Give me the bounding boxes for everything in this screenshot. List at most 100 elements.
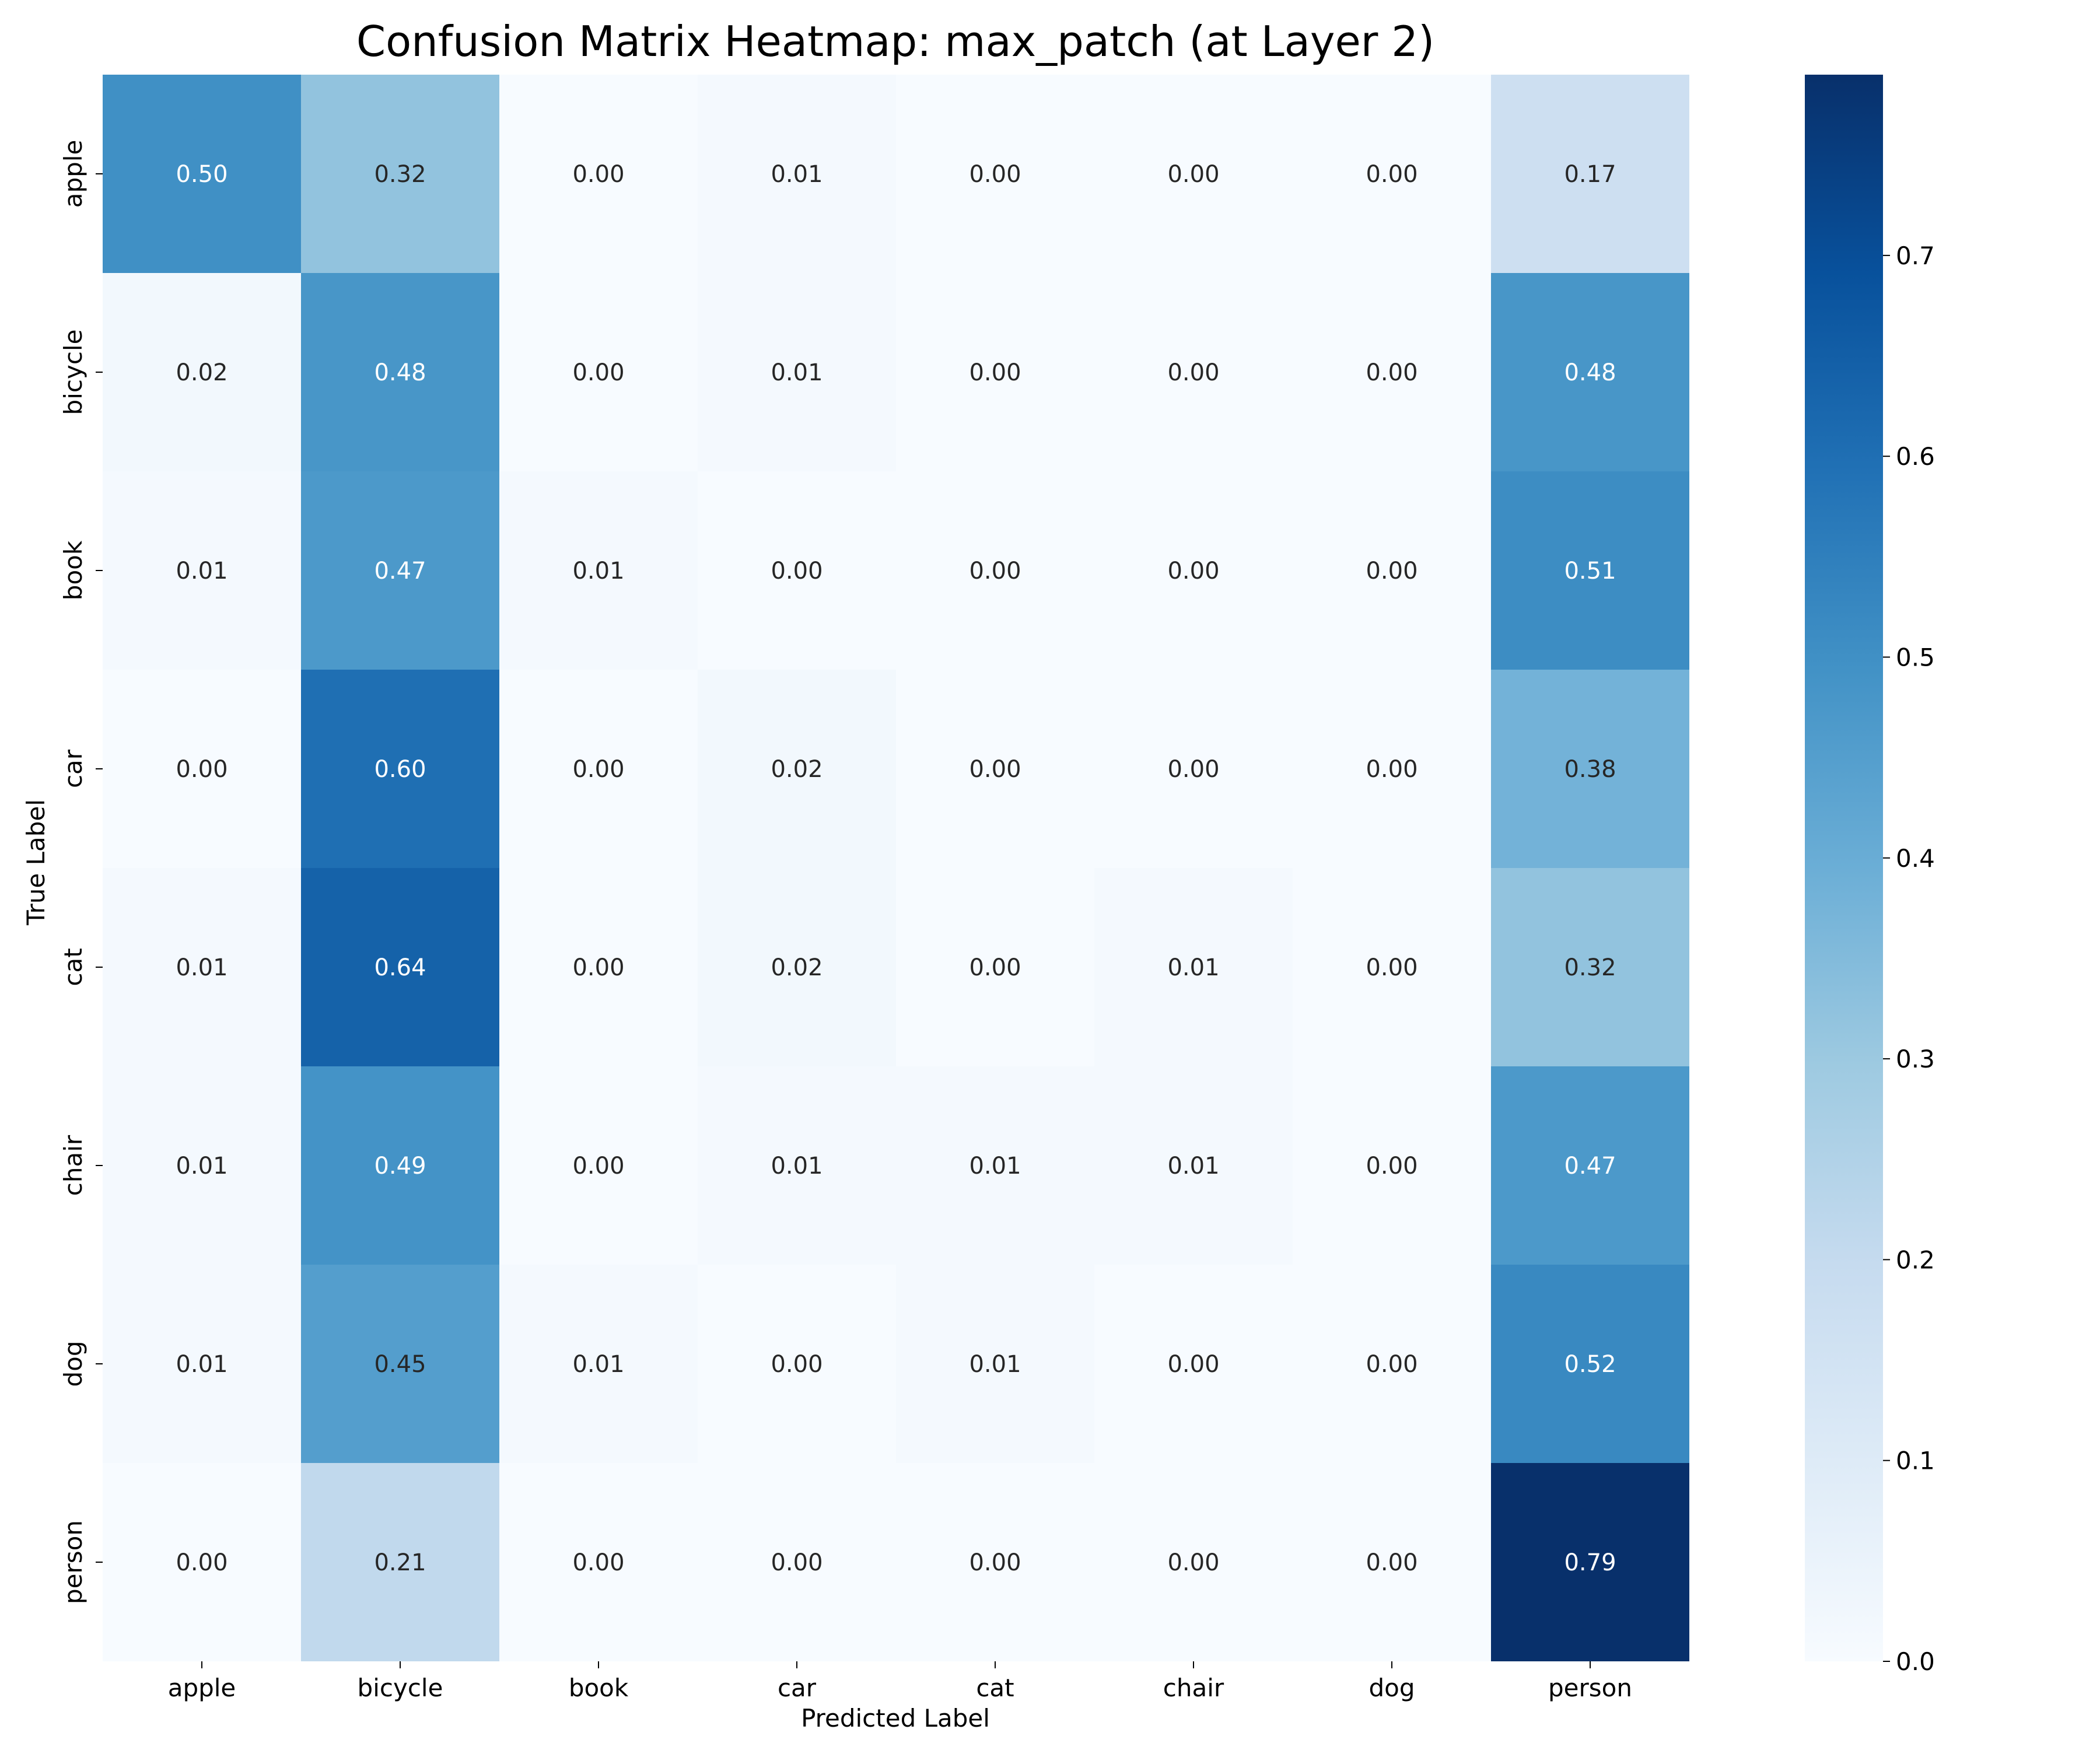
cell-value-label: 0.01: [771, 359, 822, 386]
heatmap-cell: [103, 1066, 301, 1265]
heatmap-cell: [1094, 273, 1293, 471]
colorbar-tick-label: 0.2: [1896, 1245, 1935, 1274]
cell-value-label: 0.00: [1167, 161, 1219, 188]
cell-value-label: 0.38: [1564, 756, 1616, 783]
heatmap-cell: [499, 273, 698, 471]
colorbar-tick-label: 0.7: [1896, 242, 1935, 270]
heatmap-cell: [499, 868, 698, 1066]
heatmap-cell: [301, 1265, 499, 1463]
heatmap-cell: [1491, 868, 1689, 1066]
cell-value-label: 0.01: [771, 161, 822, 188]
y-tick-label: cat: [59, 948, 88, 986]
cell-value-label: 0.00: [1366, 1549, 1418, 1576]
cell-value-label: 0.01: [176, 1351, 228, 1378]
y-axis-ticks: apple bicycle book car cat chair dog person: [59, 140, 103, 1604]
cell-value-label: 0.01: [771, 1153, 822, 1180]
heatmap-cell: [896, 1265, 1094, 1463]
heatmap-cell: [1491, 273, 1689, 471]
heatmap-cell: [103, 471, 301, 670]
colorbar-tick-label: 0.5: [1896, 643, 1935, 671]
cell-value-label: 0.51: [1564, 558, 1616, 584]
heatmap-cell: [698, 1265, 896, 1463]
cell-value-label: 0.00: [1167, 756, 1219, 783]
colorbar-tick-label: 0.3: [1896, 1045, 1935, 1073]
heatmap-cell: [499, 75, 698, 273]
heatmap-cell: [1094, 75, 1293, 273]
cell-value-label: 0.01: [969, 1153, 1021, 1180]
cell-value-label: 0.01: [1167, 954, 1219, 981]
cell-value-label: 0.48: [1564, 359, 1616, 386]
cell-value-label: 0.00: [1366, 1153, 1418, 1180]
heatmap-cell: [499, 1066, 698, 1265]
cell-value-label: 0.00: [572, 161, 624, 188]
heatmap-cell: [499, 1265, 698, 1463]
x-axis-label: Predicted Label: [801, 1704, 990, 1732]
heatmap-cell: [103, 868, 301, 1066]
cell-value-label: 0.00: [969, 1549, 1021, 1576]
colorbar: 0.0 0.1 0.2 0.3 0.4 0.5 0.6 0.7: [1805, 75, 1935, 1676]
cell-value-label: 0.47: [374, 558, 426, 584]
heatmap-cell: [1293, 670, 1491, 868]
cell-value-label: 0.48: [374, 359, 426, 386]
heatmap-cell: [1491, 1265, 1689, 1463]
cell-value-label: 0.00: [1366, 161, 1418, 188]
cell-value-label: 0.00: [572, 359, 624, 386]
y-tick-label: chair: [59, 1135, 88, 1196]
heatmap-cell: [698, 1066, 896, 1265]
y-tick-label: car: [59, 749, 88, 788]
cell-value-label: 0.00: [1167, 359, 1219, 386]
y-tick-label: dog: [59, 1340, 88, 1387]
heatmap-cell: [1094, 1066, 1293, 1265]
heatmap-cell: [896, 471, 1094, 670]
cell-value-label: 0.01: [969, 1351, 1021, 1378]
x-tick-label: car: [778, 1674, 817, 1702]
cell-value-label: 0.00: [969, 161, 1021, 188]
cell-value-label: 0.00: [969, 954, 1021, 981]
heatmap-cell: [1491, 1066, 1689, 1265]
heatmap-cell: [896, 1463, 1094, 1661]
cell-value-label: 0.49: [374, 1153, 426, 1180]
cell-value-label: 0.02: [771, 954, 822, 981]
cell-value-label: 0.32: [374, 161, 426, 188]
heatmap-cell: [499, 1463, 698, 1661]
cell-value-label: 0.00: [969, 756, 1021, 783]
heatmap-cell: [896, 273, 1094, 471]
heatmap-cell: [698, 273, 896, 471]
y-tick-label: apple: [59, 140, 88, 208]
heatmap-cell: [103, 1463, 301, 1661]
cell-value-label: 0.00: [771, 1549, 822, 1576]
heatmap-cell: [301, 1463, 499, 1661]
heatmap-cell: [301, 273, 499, 471]
heatmap-cell: [698, 75, 896, 273]
x-axis-ticks: apple bicycle book car cat chair dog person: [168, 1661, 1632, 1702]
heatmap-cell: [1293, 1066, 1491, 1265]
cell-value-label: 0.00: [969, 359, 1021, 386]
heatmap-cell: [103, 1265, 301, 1463]
heatmap-cell: [1293, 75, 1491, 273]
cell-value-label: 0.00: [572, 954, 624, 981]
heatmap-cell: [1094, 1265, 1293, 1463]
y-tick-label: book: [59, 540, 88, 600]
heatmap-cell: [698, 471, 896, 670]
heatmap-cell: [698, 670, 896, 868]
x-tick-label: book: [569, 1674, 629, 1702]
heatmap-cell: [1293, 471, 1491, 670]
colorbar-tick-label: 0.1: [1896, 1447, 1935, 1475]
x-tick-label: apple: [168, 1674, 236, 1702]
cell-value-label: 0.00: [572, 756, 624, 783]
heatmap-cell: [301, 1066, 499, 1265]
cell-value-label: 0.00: [1167, 558, 1219, 584]
heatmap-cell: [896, 670, 1094, 868]
cell-value-label: 0.60: [374, 756, 426, 783]
cell-value-label: 0.32: [1564, 954, 1616, 981]
x-tick-label: chair: [1163, 1674, 1224, 1702]
y-axis-label: True Label: [22, 799, 50, 926]
cell-value-label: 0.00: [1366, 756, 1418, 783]
heatmap-grid: 0.50 0.32 0.00 0.01 0.00 0.00 0.00 0.17 0.02 0.48…: [103, 75, 1689, 1661]
x-tick-label: person: [1548, 1674, 1632, 1702]
heatmap-cell: [1094, 670, 1293, 868]
x-tick-label: bicycle: [358, 1674, 443, 1702]
cell-value-label: 0.01: [176, 1153, 228, 1180]
heatmap-cell: [1094, 471, 1293, 670]
heatmap-cell: [499, 670, 698, 868]
